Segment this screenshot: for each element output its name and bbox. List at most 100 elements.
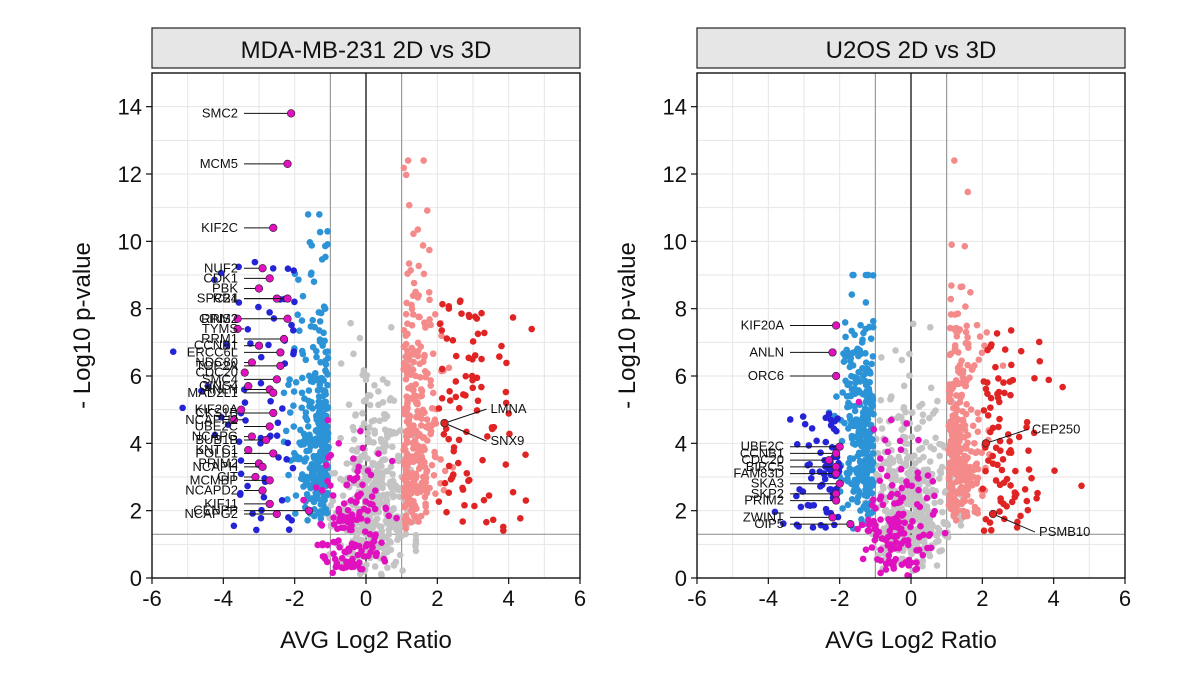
up-strong-point [478,383,485,391]
highlight-point [913,559,920,566]
up-point [420,434,428,441]
down-point [851,476,859,484]
down-point [310,478,318,485]
down-strong-point [169,348,177,356]
gene-point [828,348,837,357]
up-point [404,398,411,406]
up-point [414,352,422,360]
up-strong-point [997,498,1005,505]
up-point [973,480,980,487]
down-point [862,381,870,389]
highlight-point [385,512,393,520]
x-tick-label: -2 [285,586,305,611]
up-strong-point [471,352,479,359]
down-point [321,242,329,250]
up-point [407,426,415,434]
ns-point [364,429,372,437]
up-strong-point [989,452,997,460]
down-point [324,381,331,389]
up-strong-point [435,498,443,506]
up-strong-point [438,395,446,402]
down-point [285,381,292,389]
highlight-point [901,519,909,526]
highlight-point [898,484,905,492]
up-strong-point [517,514,524,522]
down-point [843,346,850,354]
highlight-point [348,540,356,547]
up-strong-point [1028,474,1035,482]
down-strong-point [290,267,297,274]
down-point [858,339,866,346]
ns-point [412,542,419,550]
highlight-point [899,530,906,537]
up-point [957,394,964,402]
down-point [315,420,322,427]
ns-point [932,407,939,414]
down-strong-point [179,404,186,412]
highlight-point [323,558,331,566]
up-strong-point [459,518,466,525]
highlight-point [314,541,321,549]
highlight-point [335,537,342,544]
up-strong-point [1007,447,1014,454]
highlight-point [348,511,356,518]
ns-point [910,452,918,459]
highlight-point [914,469,922,476]
up-point [410,230,417,238]
highlight-point [895,544,903,552]
highlight-point [322,461,330,469]
highlight-point [908,482,916,490]
up-point [959,367,967,375]
down-strong-point [278,497,286,504]
ns-point [927,443,934,451]
down-point [290,402,297,409]
ns-point [902,460,910,467]
highlight-point [869,496,877,504]
up-strong-point [503,359,510,367]
down-point [298,404,306,412]
highlight-point [891,500,898,507]
gene-label: MCM5 [200,156,238,171]
down-strong-point [235,263,242,271]
highlight-point [907,523,914,531]
up-strong-point [474,397,482,405]
ns-point [935,475,943,482]
down-strong-point [230,522,238,530]
up-strong-point [999,456,1007,463]
down-strong-point [241,399,249,406]
ns-point [919,418,926,425]
gene-point [251,472,260,482]
down-point [309,405,316,412]
up-strong-point [455,404,463,412]
ns-point [933,562,941,569]
up-point [419,473,427,481]
up-strong-point [498,342,505,350]
ns-point [938,463,946,471]
highlight-point [378,539,385,547]
down-point [307,443,314,450]
up-point [414,339,422,347]
down-point [848,496,856,503]
up-point [410,498,417,505]
ns-point [895,413,903,420]
x-tick-label: 4 [1048,586,1060,611]
up-point [412,505,420,512]
highlight-point [919,551,927,559]
down-point [298,317,306,324]
ns-point [365,424,373,431]
down-strong-point [217,269,225,277]
up-point [968,366,976,373]
ns-point [913,425,921,433]
gene-label: KIF2C [201,220,238,235]
up-strong-point [483,518,490,526]
down-point [868,466,875,474]
down-strong-point [260,493,268,501]
up-strong-point [995,423,1002,431]
down-point [298,389,306,397]
down-point [294,311,302,319]
down-point [859,413,867,421]
ns-point [906,350,913,358]
label-leader [992,513,1036,533]
ns-point [898,356,906,364]
up-point [423,489,431,497]
